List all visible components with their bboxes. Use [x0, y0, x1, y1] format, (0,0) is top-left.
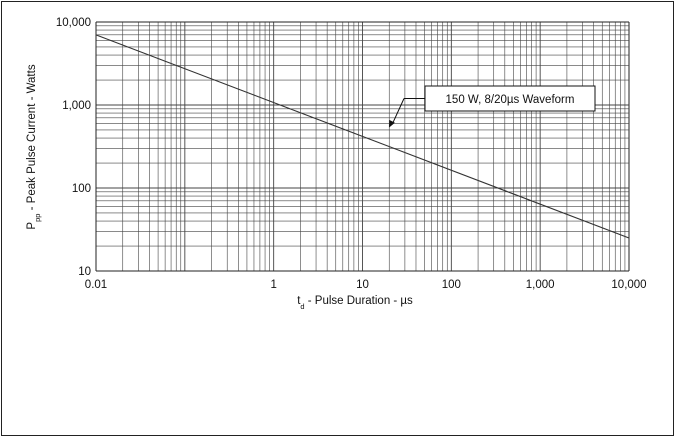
x-tick-label: 1,000 — [526, 279, 555, 291]
y-tick-label: 10,000 — [56, 17, 91, 29]
y-axis-label: Ppp - Peak Pulse Current - Watts — [26, 64, 42, 229]
y-tick-label: 10 — [78, 266, 91, 278]
chart-grid — [95, 21, 630, 272]
x-tick-label: 100 — [442, 279, 461, 291]
annotations: 150 W, 8/20µs Waveform — [389, 85, 596, 128]
x-tick-label: 0.01 — [85, 279, 107, 291]
series-line-0 — [95, 34, 630, 239]
x-tick-label: 1 — [270, 279, 276, 291]
x-tick-label: 10,000 — [611, 279, 646, 291]
x-tick-label: 10 — [356, 279, 369, 291]
y-tick-label: 1,000 — [62, 100, 91, 112]
annotation-label: 150 W, 8/20µs Waveform — [446, 94, 575, 106]
y-tick-label: 100 — [72, 183, 91, 195]
tick-labels: 0.01 1 10 100 1,000 10,000 10 100 1,000 10,000 — [56, 17, 647, 291]
x-axis-label: td - Pulse Duration - µs — [297, 295, 413, 311]
series-lines — [95, 34, 630, 239]
annotation-arrowhead — [389, 120, 395, 128]
annotation-leader — [391, 98, 405, 125]
